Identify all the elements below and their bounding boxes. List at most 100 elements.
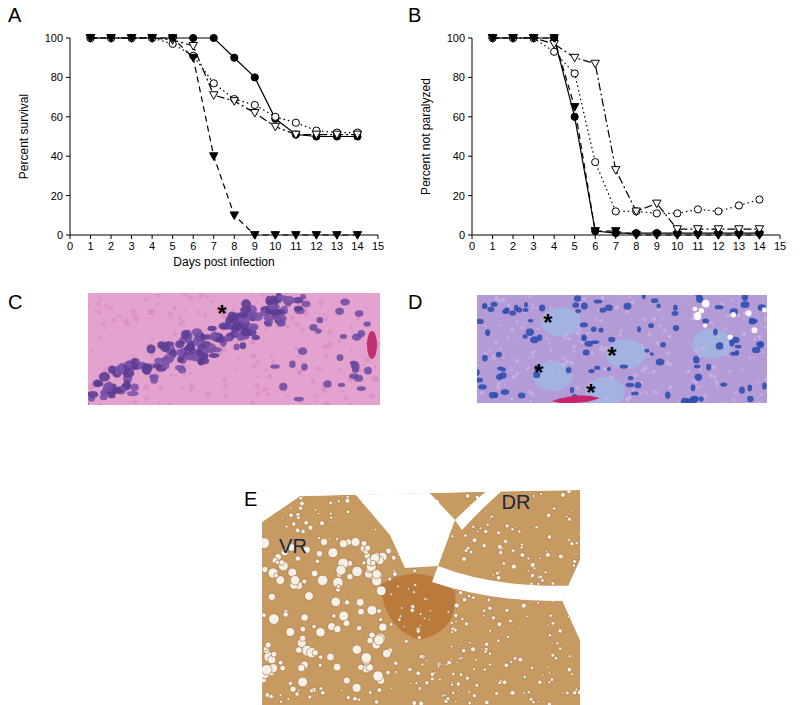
axon	[563, 549, 565, 551]
axon	[518, 530, 522, 534]
x-tick-label: 9	[252, 240, 258, 252]
cell	[147, 344, 156, 353]
nucleus	[496, 352, 502, 358]
nucleus	[750, 319, 758, 324]
axon	[551, 621, 555, 625]
texture	[261, 293, 266, 298]
nucleus	[735, 345, 742, 349]
axon	[496, 639, 500, 643]
axon	[558, 554, 563, 559]
axon	[450, 683, 453, 686]
axon	[490, 558, 492, 560]
axon	[439, 663, 441, 665]
vacuole	[694, 312, 702, 320]
texture	[667, 352, 670, 355]
micrograph	[88, 293, 380, 405]
nucleus	[499, 372, 507, 378]
axon	[289, 513, 294, 518]
texture	[614, 394, 616, 396]
texture	[233, 308, 235, 310]
axon	[499, 550, 503, 554]
texture	[144, 396, 149, 401]
axon	[466, 635, 468, 637]
cell	[230, 324, 240, 333]
axon	[377, 609, 382, 614]
cell	[240, 307, 252, 314]
texture	[625, 310, 629, 314]
x-tick-label: 3	[531, 240, 537, 252]
axon	[396, 554, 398, 556]
micrograph-panel: ****D	[408, 291, 768, 407]
nucleus	[478, 384, 487, 389]
x-tick-label: 6	[190, 240, 196, 252]
texture	[520, 326, 524, 330]
y-tick	[66, 156, 70, 157]
nucleus	[739, 387, 745, 394]
marker	[509, 35, 517, 43]
marker	[570, 104, 578, 112]
axon	[461, 648, 466, 653]
axon	[261, 664, 272, 675]
y-tick-label: 40	[453, 150, 465, 162]
marker	[488, 35, 496, 43]
texture	[728, 369, 732, 373]
texture	[530, 351, 534, 355]
texture	[251, 363, 256, 368]
marker	[509, 34, 516, 41]
axon	[454, 603, 459, 608]
cell	[127, 391, 139, 396]
axon	[352, 645, 361, 654]
texture	[145, 298, 148, 301]
texture	[112, 317, 117, 322]
nucleus	[644, 349, 649, 353]
axon	[283, 501, 287, 505]
axon	[567, 489, 572, 494]
marker	[591, 60, 599, 68]
axon	[423, 617, 425, 619]
texture	[758, 334, 762, 338]
axon	[470, 541, 472, 543]
texture	[648, 371, 650, 373]
y-tick-label: 40	[51, 150, 63, 162]
axon	[298, 664, 305, 671]
axon	[426, 659, 428, 661]
cell	[181, 330, 190, 339]
marker	[333, 131, 341, 139]
axon	[548, 680, 551, 683]
cell	[131, 361, 142, 370]
texture	[561, 358, 563, 360]
cell	[268, 304, 280, 310]
y-axis	[472, 38, 473, 235]
texture	[211, 300, 214, 303]
texture	[130, 309, 136, 315]
texture	[714, 380, 718, 384]
texture	[618, 333, 622, 337]
texture	[324, 344, 327, 347]
x-tick	[152, 235, 153, 239]
texture	[365, 357, 370, 362]
texture	[270, 354, 273, 357]
texture	[256, 391, 261, 396]
texture	[112, 309, 114, 311]
texture	[524, 312, 527, 315]
axon	[461, 617, 464, 620]
texture	[262, 388, 266, 392]
texture	[710, 321, 714, 325]
axon	[301, 614, 309, 622]
axon	[455, 620, 458, 623]
axon	[565, 691, 569, 695]
marker	[107, 34, 114, 41]
cell	[289, 361, 295, 368]
texture	[757, 401, 761, 403]
texture	[701, 347, 704, 350]
nucleus	[581, 303, 588, 310]
y-tick-label: 0	[57, 229, 63, 241]
axon	[413, 569, 417, 573]
texture	[173, 332, 177, 336]
x-tick	[172, 235, 173, 239]
marker	[149, 34, 156, 41]
texture	[236, 369, 239, 372]
texture	[162, 339, 164, 341]
x-tick-label: 1	[87, 240, 93, 252]
axon	[392, 572, 397, 577]
